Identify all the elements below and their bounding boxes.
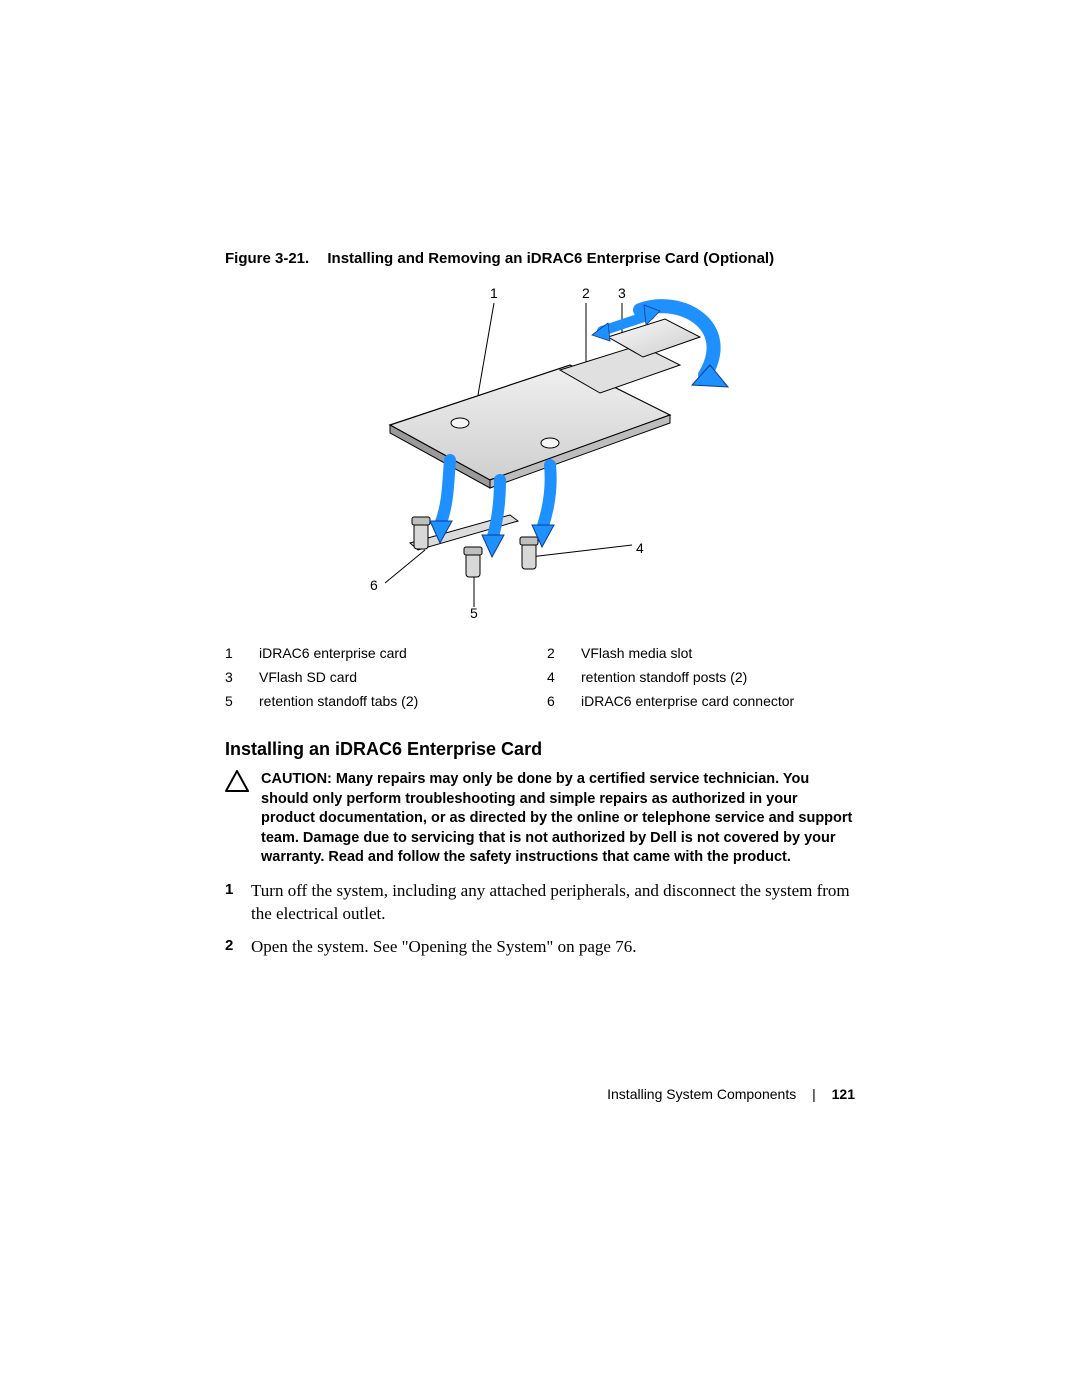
footer-section: Installing System Components (607, 1086, 796, 1102)
legend-text: iDRAC6 enterprise card (259, 645, 533, 661)
legend-num: 3 (225, 669, 245, 685)
legend-num: 5 (225, 693, 245, 709)
legend-text: retention standoff tabs (2) (259, 693, 533, 709)
legend-num: 4 (547, 669, 567, 685)
page-number: 121 (832, 1086, 855, 1102)
step-text: Open the system. See "Opening the System… (251, 936, 636, 959)
motion-arrow-icon (430, 460, 452, 543)
page: Figure 3-21. Installing and Removing an … (0, 0, 1080, 1397)
caution-label: CAUTION: (261, 771, 336, 787)
figure-title: Installing and Removing an iDRAC6 Enterp… (327, 250, 774, 267)
steps-list: 1 Turn off the system, including any att… (225, 880, 855, 959)
callout-6: 6 (370, 577, 378, 593)
diagram-wrap: 1 2 3 4 5 6 (340, 285, 740, 625)
caution-body: Many repairs may only be done by a certi… (261, 771, 852, 865)
caution-block: CAUTION: Many repairs may only be done b… (225, 770, 855, 868)
caution-icon (225, 770, 253, 799)
callout-5: 5 (470, 605, 478, 621)
section-heading: Installing an iDRAC6 Enterprise Card (225, 739, 855, 760)
caution-text: CAUTION: Many repairs may only be done b… (261, 770, 855, 868)
standoff-post-icon (520, 537, 538, 569)
installation-diagram (340, 285, 740, 625)
page-footer: Installing System Components | 121 (225, 1086, 855, 1102)
step-number: 1 (225, 880, 251, 926)
callout-2: 2 (582, 285, 590, 301)
legend-text: VFlash media slot (581, 645, 855, 661)
standoff-tab-icon (412, 517, 430, 549)
callout-1: 1 (490, 285, 498, 301)
figure-caption: Figure 3-21. Installing and Removing an … (225, 250, 855, 267)
callout-3: 3 (618, 285, 626, 301)
legend-num: 2 (547, 645, 567, 661)
step-item: 1 Turn off the system, including any att… (225, 880, 855, 926)
legend-num: 1 (225, 645, 245, 661)
legend-text: iDRAC6 enterprise card connector (581, 693, 855, 709)
legend-num: 6 (547, 693, 567, 709)
callout-4: 4 (636, 540, 644, 556)
figure-legend: 1 iDRAC6 enterprise card 2 VFlash media … (225, 645, 855, 709)
step-text: Turn off the system, including any attac… (251, 880, 855, 926)
step-item: 2 Open the system. See "Opening the Syst… (225, 936, 855, 959)
legend-text: VFlash SD card (259, 669, 533, 685)
legend-text: retention standoff posts (2) (581, 669, 855, 685)
footer-separator: | (812, 1086, 816, 1102)
figure-number: Figure 3-21. (225, 250, 309, 267)
step-number: 2 (225, 936, 251, 959)
